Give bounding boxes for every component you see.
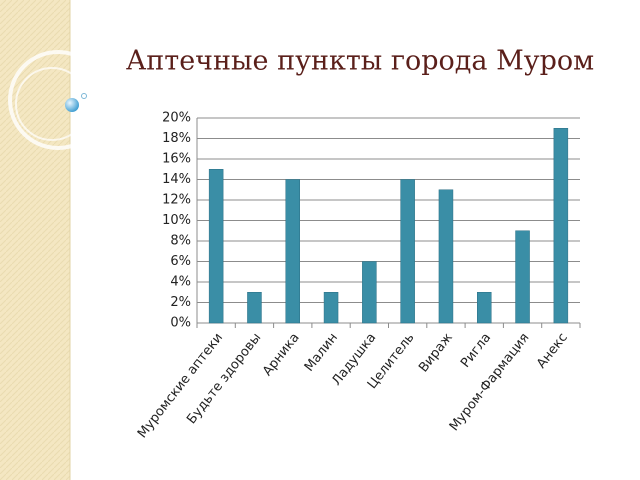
x-tick-label: Муром-Фармация bbox=[447, 330, 533, 434]
bar bbox=[553, 128, 569, 324]
bar bbox=[362, 261, 377, 324]
decor-ring bbox=[8, 50, 108, 150]
y-tick-label: 8% bbox=[170, 234, 191, 249]
bar bbox=[323, 292, 339, 324]
y-tick-label: 2% bbox=[170, 295, 191, 310]
chart-title: Аптечные пункты города Муром bbox=[126, 46, 594, 77]
y-tick-label: 12% bbox=[162, 193, 191, 208]
y-tick-label: 0% bbox=[170, 316, 191, 331]
bar bbox=[285, 179, 300, 324]
bar bbox=[438, 189, 454, 324]
x-tick-label: Будьте здоровы bbox=[184, 330, 264, 427]
x-tick-label: Арника bbox=[260, 330, 303, 379]
bar bbox=[400, 179, 415, 324]
y-tick-label: 14% bbox=[162, 172, 191, 187]
x-tick-label: Ригла bbox=[458, 330, 494, 370]
x-tick-label: Анекс bbox=[534, 330, 571, 371]
y-tick-label: 20% bbox=[162, 111, 191, 126]
bar bbox=[208, 169, 224, 324]
bar bbox=[515, 230, 530, 324]
x-tick-label: Вираж bbox=[416, 330, 456, 375]
x-tick-label: Малин bbox=[302, 330, 341, 374]
y-tick-label: 4% bbox=[170, 275, 191, 290]
side-strip bbox=[0, 0, 70, 480]
bar bbox=[477, 292, 492, 324]
decor-ring bbox=[15, 67, 89, 141]
bar bbox=[247, 292, 262, 324]
y-tick-label: 10% bbox=[162, 213, 191, 228]
decor-ball bbox=[65, 98, 79, 112]
y-tick-label: 16% bbox=[162, 152, 191, 167]
y-tick-label: 6% bbox=[170, 254, 191, 269]
decor-dot bbox=[81, 93, 87, 99]
y-tick-label: 18% bbox=[162, 131, 191, 146]
